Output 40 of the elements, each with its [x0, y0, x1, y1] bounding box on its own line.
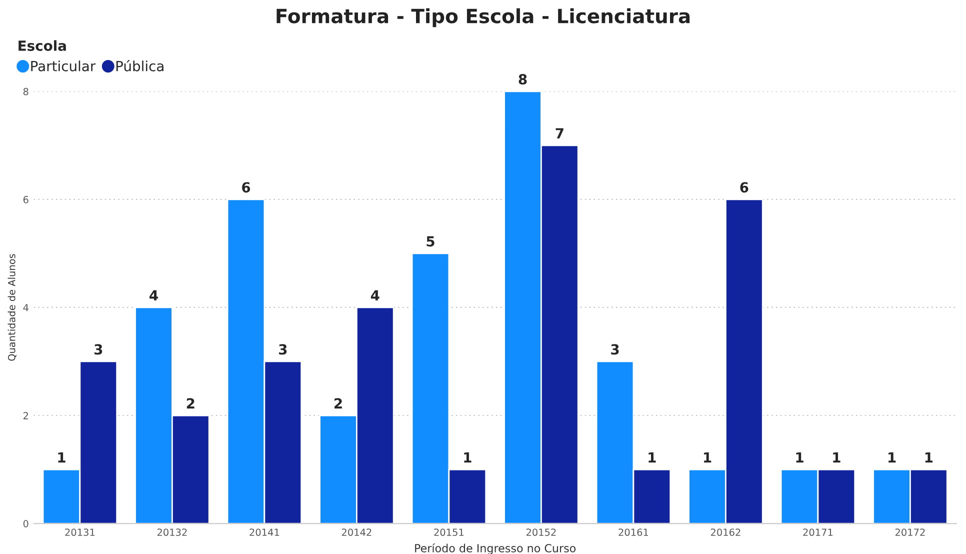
data-label: 2 — [186, 398, 194, 408]
data-label: 7 — [556, 128, 564, 138]
data-label: 3 — [278, 344, 287, 355]
chart-title: Formatura - Tipo Escola - Licenciatura — [276, 8, 690, 28]
x-tick-label: 20151 — [434, 528, 464, 536]
data-label: 1 — [464, 452, 472, 462]
data-label: 4 — [370, 290, 380, 300]
data-label: 1 — [648, 452, 656, 462]
data-label: 3 — [94, 344, 102, 355]
data-label: 5 — [426, 236, 434, 247]
x-tick-label: 20131 — [65, 528, 94, 536]
data-label: 2 — [334, 398, 342, 408]
x-tick-label: 20161 — [618, 528, 648, 536]
x-tick-label: 20172 — [895, 528, 925, 536]
data-label: 1 — [833, 452, 840, 462]
data-label: 1 — [704, 452, 712, 462]
y-tick-label: 4 — [23, 304, 28, 312]
legend-title: Escola — [18, 40, 66, 51]
legend-label: Pública — [116, 60, 164, 72]
data-label: 1 — [925, 452, 933, 462]
data-label: 1 — [888, 452, 896, 462]
x-tick-label: 20132 — [157, 528, 187, 536]
data-label: 6 — [740, 182, 748, 193]
data-label: 8 — [518, 74, 527, 85]
x-tick-label: 20171 — [803, 528, 833, 536]
data-label: 6 — [242, 182, 250, 193]
data-label: 1 — [58, 452, 66, 462]
y-tick-label: 8 — [23, 88, 28, 96]
data-label: 4 — [150, 290, 158, 300]
x-tick-label: 20142 — [342, 528, 372, 536]
x-tick-label: 20162 — [710, 528, 740, 536]
data-label: 3 — [611, 344, 619, 355]
y-axis-title: Quantidade de Alunos — [8, 254, 16, 361]
y-tick-label: 0 — [23, 520, 28, 528]
y-tick-label: 6 — [23, 196, 28, 204]
legend-label: Particular — [31, 60, 96, 72]
y-tick-label: 2 — [23, 412, 28, 420]
x-tick-label: 20141 — [250, 528, 280, 536]
x-tick-label: 20152 — [526, 528, 556, 536]
data-label: 1 — [796, 452, 804, 462]
